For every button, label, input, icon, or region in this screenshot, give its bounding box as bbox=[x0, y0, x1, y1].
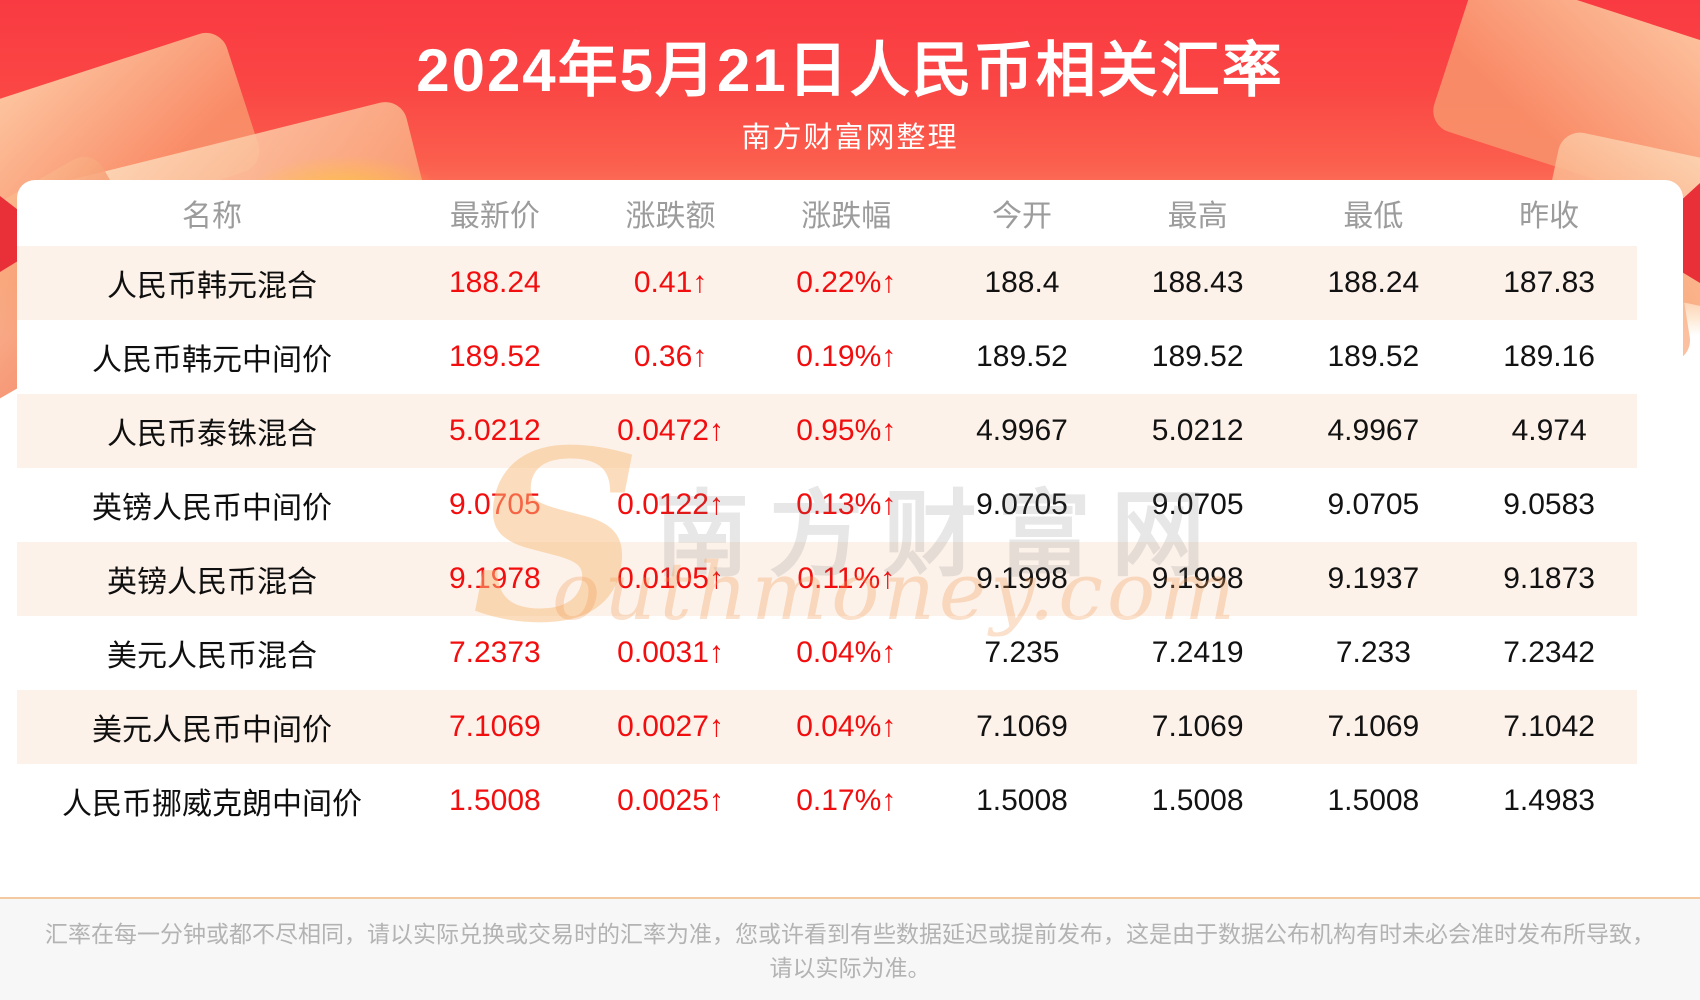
currency-pair-name: 人民币挪威克朗中间价 bbox=[62, 788, 362, 821]
exchange-rate-table: 名称 最新价 涨跌额 涨跌幅 今开 最高 最低 昨收 人民币韩元混合 188.2… bbox=[17, 180, 1637, 838]
latest-price: 189.52 bbox=[448, 340, 541, 373]
change-percent: 0.04%↑ bbox=[796, 636, 897, 669]
disclaimer-text-line1: 汇率在每一分钟或都不尽相同，请以实际兑换或交易时的汇率为准，您或许看到有些数据延… bbox=[45, 921, 1655, 947]
prev-close-price: 189.16 bbox=[1503, 340, 1595, 373]
currency-pair-name: 美元人民币混合 bbox=[107, 640, 317, 673]
latest-price: 5.0212 bbox=[448, 414, 541, 447]
exchange-rate-table-card: 名称 最新价 涨跌额 涨跌幅 今开 最高 最低 昨收 人民币韩元混合 188.2… bbox=[17, 180, 1683, 838]
table-row: 英镑人民币中间价 9.0705 0.0122↑ 0.13%↑ 9.0705 9.… bbox=[17, 468, 1637, 542]
column-header-prev-close: 昨收 bbox=[1519, 200, 1580, 233]
currency-pair-name: 人民币韩元混合 bbox=[107, 270, 317, 303]
high-price: 7.2419 bbox=[1151, 636, 1244, 669]
column-header-change: 涨跌额 bbox=[625, 200, 716, 233]
disclaimer-text-line2: 请以实际为准。 bbox=[769, 955, 931, 981]
column-header-open: 今开 bbox=[991, 200, 1052, 233]
latest-price: 188.24 bbox=[448, 266, 541, 299]
change-amount: 0.0472↑ bbox=[617, 414, 724, 447]
open-price: 9.0705 bbox=[976, 488, 1068, 521]
high-price: 1.5008 bbox=[1151, 784, 1244, 817]
high-price: 189.52 bbox=[1151, 340, 1244, 373]
change-amount: 0.0027↑ bbox=[617, 710, 724, 743]
latest-price: 1.5008 bbox=[448, 784, 541, 817]
latest-price: 9.1978 bbox=[448, 562, 541, 595]
table-row: 人民币韩元混合 188.24 0.41↑ 0.22%↑ 188.4 188.43… bbox=[17, 246, 1637, 320]
change-amount: 0.0025↑ bbox=[617, 784, 724, 817]
open-price: 189.52 bbox=[976, 340, 1068, 373]
column-header-high: 最高 bbox=[1167, 200, 1228, 233]
change-percent: 0.13%↑ bbox=[796, 488, 897, 521]
high-price: 9.1998 bbox=[1151, 562, 1244, 595]
column-header-low: 最低 bbox=[1343, 200, 1404, 233]
high-price: 188.43 bbox=[1151, 266, 1244, 299]
open-price: 188.4 bbox=[984, 266, 1060, 299]
currency-pair-name: 人民币韩元中间价 bbox=[92, 344, 332, 377]
table-row: 人民币韩元中间价 189.52 0.36↑ 0.19%↑ 189.52 189.… bbox=[17, 320, 1637, 394]
prev-close-price: 7.1042 bbox=[1503, 710, 1595, 743]
low-price: 7.1069 bbox=[1327, 710, 1420, 743]
latest-price: 7.2373 bbox=[448, 636, 541, 669]
high-price: 5.0212 bbox=[1151, 414, 1244, 447]
change-amount: 0.0031↑ bbox=[617, 636, 724, 669]
change-percent: 0.95%↑ bbox=[796, 414, 897, 447]
table-row: 人民币挪威克朗中间价 1.5008 0.0025↑ 0.17%↑ 1.5008 … bbox=[17, 764, 1637, 838]
high-price: 7.1069 bbox=[1151, 710, 1244, 743]
low-price: 9.0705 bbox=[1327, 488, 1420, 521]
low-price: 9.1937 bbox=[1327, 562, 1420, 595]
table-row: 美元人民币中间价 7.1069 0.0027↑ 0.04%↑ 7.1069 7.… bbox=[17, 690, 1637, 764]
open-price: 9.1998 bbox=[976, 562, 1068, 595]
change-percent: 0.04%↑ bbox=[796, 710, 897, 743]
low-price: 4.9967 bbox=[1327, 414, 1420, 447]
low-price: 7.233 bbox=[1335, 636, 1411, 669]
open-price: 4.9967 bbox=[976, 414, 1068, 447]
change-percent: 0.17%↑ bbox=[796, 784, 897, 817]
open-price: 7.1069 bbox=[976, 710, 1068, 743]
prev-close-price: 187.83 bbox=[1503, 266, 1595, 299]
low-price: 188.24 bbox=[1327, 266, 1420, 299]
change-amount: 0.36↑ bbox=[633, 340, 708, 373]
low-price: 189.52 bbox=[1327, 340, 1420, 373]
prev-close-price: 9.1873 bbox=[1503, 562, 1595, 595]
open-price: 1.5008 bbox=[976, 784, 1068, 817]
currency-pair-name: 美元人民币中间价 bbox=[92, 714, 332, 747]
change-amount: 0.0122↑ bbox=[617, 488, 724, 521]
prev-close-price: 1.4983 bbox=[1503, 784, 1595, 817]
change-amount: 0.41↑ bbox=[633, 266, 708, 299]
table-row: 人民币泰铢混合 5.0212 0.0472↑ 0.95%↑ 4.9967 5.0… bbox=[17, 394, 1637, 468]
table-header-row: 名称 最新价 涨跌额 涨跌幅 今开 最高 最低 昨收 bbox=[17, 180, 1637, 246]
currency-pair-name: 英镑人民币混合 bbox=[107, 566, 317, 599]
page-title: 2024年5月21日人民币相关汇率 bbox=[416, 37, 1284, 104]
latest-price: 9.0705 bbox=[448, 488, 541, 521]
disclaimer-footer: 汇率在每一分钟或都不尽相同，请以实际兑换或交易时的汇率为准，您或许看到有些数据延… bbox=[0, 897, 1700, 1000]
change-amount: 0.0105↑ bbox=[617, 562, 724, 595]
prev-close-price: 4.974 bbox=[1511, 414, 1587, 447]
column-header-name: 名称 bbox=[182, 200, 242, 233]
currency-pair-name: 英镑人民币中间价 bbox=[92, 492, 332, 525]
prev-close-price: 7.2342 bbox=[1503, 636, 1595, 669]
column-header-latest: 最新价 bbox=[449, 200, 540, 233]
currency-pair-name: 人民币泰铢混合 bbox=[107, 418, 317, 451]
change-percent: 0.11%↑ bbox=[797, 562, 896, 595]
low-price: 1.5008 bbox=[1327, 784, 1420, 817]
change-percent: 0.19%↑ bbox=[796, 340, 897, 373]
column-header-change-pct: 涨跌幅 bbox=[801, 200, 892, 233]
latest-price: 7.1069 bbox=[448, 710, 541, 743]
open-price: 7.235 bbox=[984, 636, 1060, 669]
high-price: 9.0705 bbox=[1151, 488, 1244, 521]
change-percent: 0.22%↑ bbox=[796, 266, 897, 299]
page-subtitle: 南方财富网整理 bbox=[741, 122, 959, 154]
prev-close-price: 9.0583 bbox=[1503, 488, 1595, 521]
table-row: 美元人民币混合 7.2373 0.0031↑ 0.04%↑ 7.235 7.24… bbox=[17, 616, 1637, 690]
table-row: 英镑人民币混合 9.1978 0.0105↑ 0.11%↑ 9.1998 9.1… bbox=[17, 542, 1637, 616]
